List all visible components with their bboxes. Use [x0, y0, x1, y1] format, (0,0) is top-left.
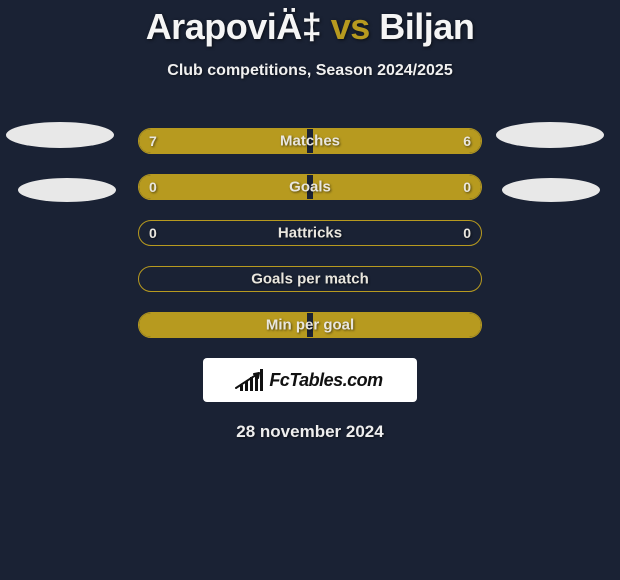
page-subtitle: Club competitions, Season 2024/2025: [0, 62, 620, 80]
snapshot-date: 28 november 2024: [0, 422, 620, 442]
stat-value-left: 0: [149, 225, 157, 241]
vs-separator: vs: [321, 6, 379, 47]
stat-row: Goals per match: [138, 266, 482, 292]
stat-row: Min per goal: [138, 312, 482, 338]
stat-value-left: 7: [149, 133, 157, 149]
stat-label: Goals per match: [251, 271, 369, 288]
placeholder-ellipse-right-1: [496, 122, 604, 148]
stats-container: 7 Matches 6 0 Goals 0 0 Hattricks 0 Goals per mat…: [138, 128, 482, 338]
stat-fill-left: [139, 175, 307, 199]
stat-value-right: 6: [463, 133, 471, 149]
placeholder-ellipse-left-2: [18, 178, 116, 202]
logo-text: FcTables.com: [269, 370, 382, 391]
stat-value-right: 0: [463, 179, 471, 195]
stat-value-left: 0: [149, 179, 157, 195]
placeholder-ellipse-right-2: [502, 178, 600, 202]
stat-label: Min per goal: [266, 317, 354, 334]
stat-fill-right: [313, 175, 481, 199]
stat-row: 7 Matches 6: [138, 128, 482, 154]
stat-label: Goals: [289, 179, 331, 196]
bar-chart-icon: [237, 369, 265, 391]
placeholder-ellipse-left-1: [6, 122, 114, 148]
player-a-name: ArapoviÄ‡: [146, 6, 322, 47]
stat-row: 0 Goals 0: [138, 174, 482, 200]
stat-label: Hattricks: [278, 225, 342, 242]
stat-label: Matches: [280, 133, 340, 150]
player-b-name: Biljan: [379, 6, 474, 47]
stat-row: 0 Hattricks 0: [138, 220, 482, 246]
page-title: ArapoviÄ‡ vs Biljan: [0, 0, 620, 48]
stat-value-right: 0: [463, 225, 471, 241]
fctables-logo[interactable]: FcTables.com: [203, 358, 417, 402]
